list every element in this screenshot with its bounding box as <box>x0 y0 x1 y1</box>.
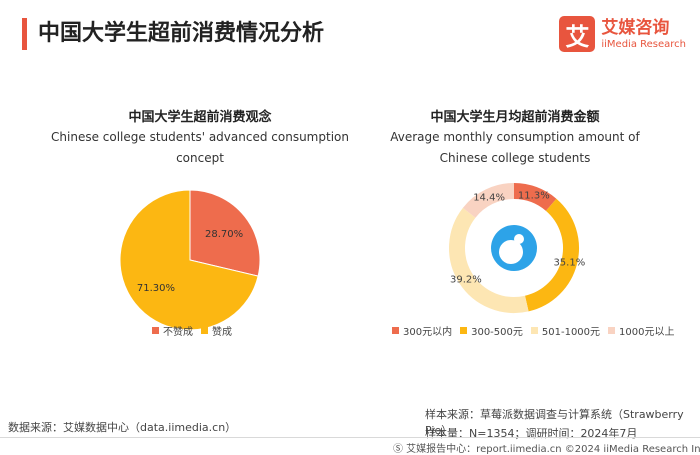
donut-legend-label-3: 1000元以上 <box>619 327 675 338</box>
pie-slice-0 <box>189 189 261 277</box>
donut-legend-item-2: 501-1000元 <box>530 323 601 338</box>
pie-legend-label-1: 赞成 <box>212 327 232 338</box>
pie-legend-swatch-0 <box>152 327 159 334</box>
mascot-dot <box>514 234 524 244</box>
donut-data-label-1: 35.1% <box>553 258 585 269</box>
page-title: 中国大学生超前消费情况分析 <box>38 21 325 46</box>
data-source: 数据来源：艾媒数据中心（data.iimedia.cn） <box>8 421 237 434</box>
logo-mark: 艾 <box>559 16 596 52</box>
donut-legend-swatch-3 <box>608 327 616 334</box>
pie-legend-label-0: 不赞成 <box>163 327 193 338</box>
donut-data-label-3: 14.4% <box>473 193 505 204</box>
donut-legend-swatch-0 <box>392 327 399 334</box>
donut-chart-title: 中国大学生月均超前消费金额 <box>430 110 600 125</box>
donut-legend-swatch-2 <box>530 327 538 334</box>
pie-legend-item-0: 不赞成 <box>152 323 193 338</box>
brand-logo: 艾 艾媒咨询 iiMedia Research <box>559 14 686 54</box>
pie-data-label-0: 28.70% <box>205 229 243 240</box>
donut-legend: 300元以内 300-500元 501-1000元 1000元以上 <box>392 323 683 338</box>
sample-source: 样本来源：草莓派数据调查与计算系统（Strawberry Pie） <box>425 408 684 437</box>
donut-legend-item-3: 1000元以上 <box>608 323 675 338</box>
pie-chart-title: 中国大学生超前消费观念 <box>128 110 272 125</box>
donut-legend-label-0: 300元以内 <box>403 327 453 338</box>
pie-legend-item-1: 赞成 <box>201 323 232 338</box>
donut-segment-1 <box>524 198 579 312</box>
donut-segment-3 <box>462 183 515 218</box>
pie-legend: 不赞成 赞成 <box>152 323 240 338</box>
mascot-face <box>499 240 523 264</box>
logo-text: 艾媒咨询 iiMedia Research <box>601 18 686 51</box>
logo-en: iiMedia Research <box>601 38 686 50</box>
title-accent-bar <box>22 18 27 50</box>
pie-legend-swatch-1 <box>201 327 208 334</box>
donut-legend-swatch-1 <box>460 327 468 334</box>
footer-divider <box>0 437 700 438</box>
donut-legend-label-2: 501-1000元 <box>541 327 601 338</box>
pie-chart-subtitle: Chinese college students' advanced consu… <box>51 130 349 165</box>
donut-legend-item-1: 300-500元 <box>460 323 523 338</box>
pie-slice-1 <box>119 189 259 331</box>
donut-legend-label-1: 300-500元 <box>471 327 523 338</box>
donut-data-label-0: 11.3% <box>518 191 550 202</box>
donut-segment-0 <box>513 183 557 212</box>
pie-data-label-1: 71.30% <box>137 283 175 294</box>
donut-legend-item-0: 300元以内 <box>392 323 452 338</box>
donut-data-label-2: 39.2% <box>450 275 482 286</box>
sample-size: 样本量：N=1354；调研时间：2024年7月 <box>425 427 638 440</box>
logo-cn: 艾媒咨询 <box>601 17 670 38</box>
donut-segment-2 <box>449 207 529 313</box>
footer-text: Ⓢ 艾媒报告中心：report.iimedia.cn ©2024 iiMedia… <box>393 444 700 455</box>
donut-chart-subtitle: Average monthly consumption amount of Ch… <box>390 130 640 165</box>
